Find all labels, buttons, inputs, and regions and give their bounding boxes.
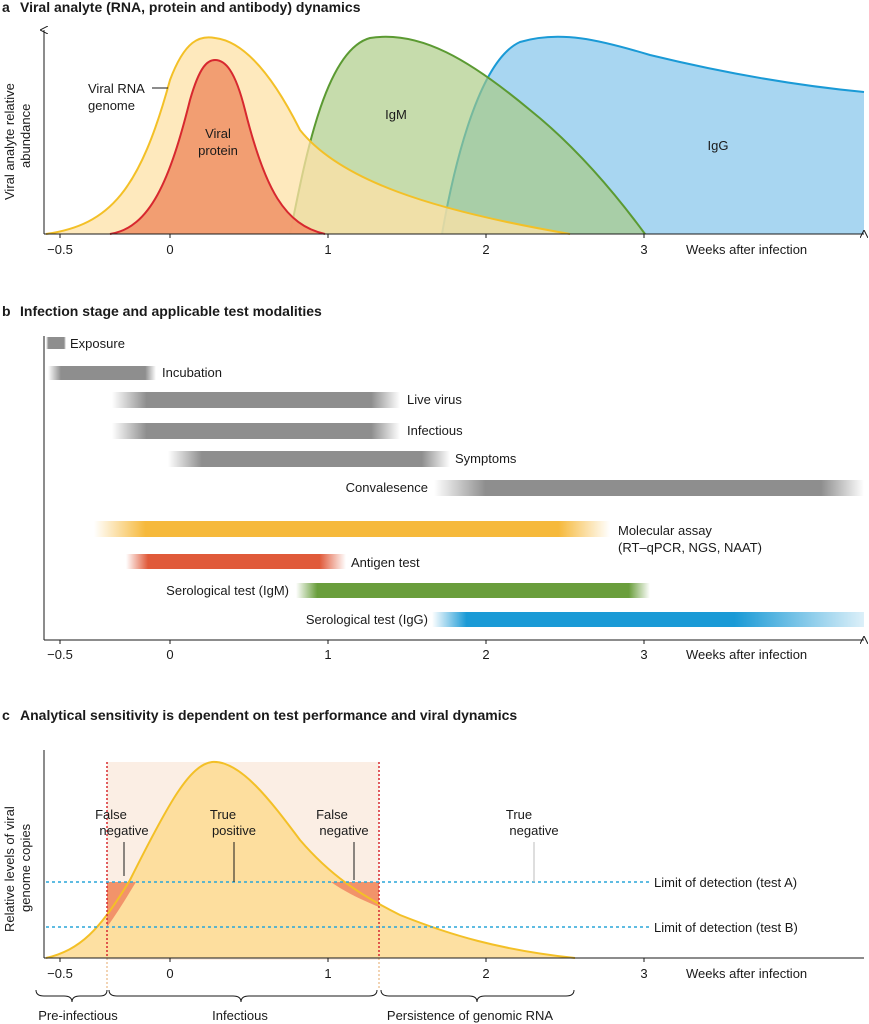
panel-c-letter: c — [2, 707, 10, 723]
panel-a-tick-label: −0.5 — [47, 242, 73, 257]
true-positive-label-2: positive — [212, 823, 256, 838]
panel-a-ylabel-1: Viral analyte relative — [2, 83, 17, 200]
panel-a-title: Viral analyte (RNA, protein and antibody… — [20, 0, 361, 15]
panel-b-tick-label: 0 — [166, 647, 173, 662]
bar-label-incubation: Incubation — [162, 365, 222, 380]
bar-label-molecular-assay-2: (RT–qPCR, NGS, NAAT) — [618, 540, 762, 555]
panel-b-tick-label: −0.5 — [47, 647, 73, 662]
panel-a-tick-label: 0 — [166, 242, 173, 257]
panel-b-title: Infection stage and applicable test moda… — [20, 303, 322, 319]
bar-label-serological-igm: Serological test (IgM) — [166, 583, 289, 598]
panel-c-ylabel-2: genome copies — [18, 823, 33, 912]
bar-infectious — [112, 423, 400, 439]
bar-incubation — [48, 366, 156, 380]
panel-a-xlabel: Weeks after infection — [686, 242, 807, 257]
panel-a-ticks: −0.5 0 1 2 3 — [47, 234, 648, 257]
false-negative-left-zone — [107, 882, 136, 927]
panel-c-tick-label: 2 — [482, 966, 489, 981]
bar-symptoms — [168, 451, 450, 467]
panel-a-letter: a — [2, 0, 10, 15]
viral-protein-curve-line — [109, 58, 326, 235]
false-negative-left-label-2: negative — [99, 823, 148, 838]
panel-c-title: Analytical sensitivity is dependent on t… — [20, 707, 517, 723]
bar-antigen-test — [126, 554, 346, 569]
pre-infectious-label: Pre-infectious — [38, 1008, 118, 1023]
viral-rna-label-1: Viral RNA — [88, 81, 145, 96]
bar-label-exposure: Exposure — [70, 336, 125, 351]
panel-c-tick-label: 0 — [166, 966, 173, 981]
panel-c-ylabel-1: Relative levels of viral — [2, 806, 17, 932]
panel-b-tick-label: 1 — [324, 647, 331, 662]
panel-a-ylabel-2: abundance — [18, 104, 33, 168]
bar-label-antigen-test: Antigen test — [351, 555, 420, 570]
igg-label: IgG — [708, 138, 729, 153]
persistence-brace — [380, 989, 575, 1003]
panel-b-tick-label: 3 — [640, 647, 647, 662]
false-negative-left-label-1: False — [95, 807, 127, 822]
false-negative-right-label-1: False — [316, 807, 348, 822]
bar-serological-igm — [296, 583, 650, 598]
panel-c-tick-label: 1 — [324, 966, 331, 981]
panel-a: a Viral analyte (RNA, protein and antibo… — [2, 0, 864, 257]
persistence-label: Persistence of genomic RNA — [387, 1008, 554, 1023]
panel-c-tick-label: −0.5 — [47, 966, 73, 981]
true-negative-label-1: True — [506, 807, 532, 822]
panel-b: b Infection stage and applicable test mo… — [2, 303, 864, 662]
igm-label: IgM — [385, 107, 407, 122]
true-positive-label-1: True — [210, 807, 236, 822]
viral-protein-curve — [110, 60, 325, 234]
lod-test-a-label: Limit of detection (test A) — [654, 875, 797, 890]
bar-label-serological-igg: Serological test (IgG) — [306, 612, 428, 627]
panel-a-tick-label: 1 — [324, 242, 331, 257]
false-negative-right-zone — [331, 882, 379, 907]
panel-b-xlabel: Weeks after infection — [686, 647, 807, 662]
bar-live-virus — [112, 392, 400, 408]
panel-a-tick-label: 2 — [482, 242, 489, 257]
bar-label-live-virus: Live virus — [407, 392, 462, 407]
true-negative-label-2: negative — [509, 823, 558, 838]
bar-serological-igg — [432, 612, 864, 627]
panel-b-tick-label: 2 — [482, 647, 489, 662]
panel-c-tick-label: 3 — [640, 966, 647, 981]
bar-label-symptoms: Symptoms — [455, 451, 517, 466]
bar-label-molecular-assay-1: Molecular assay — [618, 523, 712, 538]
viral-protein-label-1: Viral — [205, 126, 231, 141]
bar-molecular-assay — [94, 521, 610, 537]
infectious-label: Infectious — [212, 1008, 268, 1023]
viral-protein-label-2: protein — [198, 143, 238, 158]
bar-label-convalesence: Convalesence — [346, 480, 428, 495]
bar-exposure — [46, 337, 66, 349]
bar-convalesence — [434, 480, 864, 496]
pre-infectious-brace — [35, 989, 108, 1003]
infectious-brace — [108, 989, 378, 1003]
viral-genome-curve — [46, 761, 575, 958]
panel-b-letter: b — [2, 303, 11, 319]
panel-a-tick-label: 3 — [640, 242, 647, 257]
false-negative-right-label-2: negative — [319, 823, 368, 838]
viral-rna-curve-line — [45, 36, 571, 235]
lod-test-b-label: Limit of detection (test B) — [654, 920, 798, 935]
panel-c: c Analytical sensitivity is dependent on… — [2, 707, 864, 1023]
viral-rna-label-2: genome — [88, 98, 135, 113]
bar-label-infectious: Infectious — [407, 423, 463, 438]
panel-c-ticks: −0.5 0 1 2 3 — [47, 958, 648, 981]
panel-c-xlabel: Weeks after infection — [686, 966, 807, 981]
panel-b-ticks: −0.5 0 1 2 3 — [47, 640, 648, 662]
igm-curve-line — [289, 35, 646, 235]
